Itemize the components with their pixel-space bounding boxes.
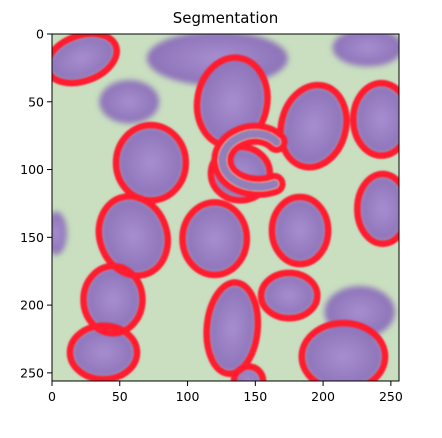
y-axis: 0 50 100 150 200 250 [20, 27, 52, 381]
cell [45, 212, 67, 255]
y-tick-label: 250 [20, 365, 44, 380]
x-tick-label: 50 [112, 389, 128, 404]
y-tick-label: 150 [20, 230, 44, 245]
cell [99, 80, 159, 123]
x-tick-label: 250 [379, 389, 403, 404]
x-tick-label: 200 [311, 389, 335, 404]
y-tick-label: 0 [36, 27, 44, 42]
x-tick-label: 0 [48, 389, 56, 404]
y-tick-label: 50 [28, 94, 44, 109]
x-tick-label: 100 [176, 389, 200, 404]
y-tick-label: 100 [20, 162, 44, 177]
x-axis: 0 50 100 150 200 250 [48, 381, 403, 404]
x-tick-label: 150 [243, 389, 267, 404]
chart-title: Segmentation [173, 9, 278, 27]
y-tick-label: 200 [20, 298, 44, 313]
